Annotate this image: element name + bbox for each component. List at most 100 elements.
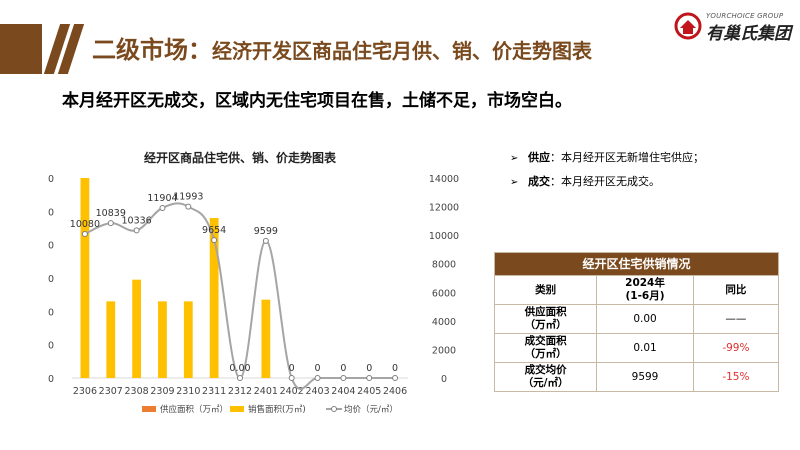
avg-price-data-label: 0 — [289, 363, 295, 374]
x-axis-tick-label: 2310 — [176, 386, 200, 397]
legend-label: 销售面积(万㎡) — [248, 404, 306, 415]
avg-price-data-label: 10336 — [121, 215, 151, 226]
x-axis-tick-label: 2307 — [99, 386, 123, 397]
avg-price-point — [211, 237, 218, 244]
legend-swatch — [142, 406, 156, 412]
sales-area-bar — [106, 301, 116, 378]
sales-area-bar — [80, 178, 90, 378]
avg-price-point — [237, 375, 243, 381]
avg-price-data-label: 11904 — [147, 193, 177, 204]
avg-price-data-label: 11993 — [173, 192, 203, 203]
avg-price-point — [366, 375, 373, 381]
right-axis-tick-label: 10000 — [429, 231, 459, 242]
table-caption: 经开区住宅供销情况 — [494, 252, 779, 276]
right-axis-tick-label: 8000 — [432, 260, 456, 271]
row-label-unit: （元/㎡） — [522, 377, 569, 389]
avg-price-data-label: 0 — [340, 363, 346, 374]
chart-title: 经开区商品住宅供、销、价走势图表 — [144, 150, 337, 165]
row-label-main: 成交面积 — [524, 335, 567, 347]
avg-price-point — [107, 220, 114, 227]
sales-area-bar — [132, 279, 142, 378]
table-row-yoy: -15% — [692, 362, 780, 392]
x-axis-tick-label: 2306 — [73, 386, 97, 397]
right-axis-tick-label: 0 — [441, 374, 447, 385]
right-axis-tick-label: 14000 — [429, 174, 459, 185]
logo-mark-icon — [674, 12, 702, 40]
table-row-value: 0.00 — [596, 304, 694, 334]
table-header-row: 类别 2024年 (1-6月) 同比 — [493, 275, 780, 305]
bullet-list: ➢ 供应：本月经开区无新增住宅供应； ➢ 成交：本月经开区无成交。 — [510, 146, 704, 194]
avg-price-data-label: 10839 — [96, 208, 126, 219]
bullet-sales: ➢ 成交：本月经开区无成交。 — [510, 170, 704, 194]
x-axis-tick-label: 2311 — [202, 386, 226, 397]
table-header-category: 类别 — [493, 275, 598, 305]
bullet-supply: ➢ 供应：本月经开区无新增住宅供应； — [510, 146, 704, 170]
avg-price-point — [340, 375, 347, 381]
x-axis-tick-label: 2312 — [228, 386, 252, 397]
x-axis-tick-label: 2405 — [357, 386, 381, 397]
legend-swatch-marker — [331, 406, 337, 412]
avg-price-point — [185, 203, 192, 210]
avg-price-point — [288, 375, 295, 381]
table-header-yoy: 同比 — [692, 275, 780, 305]
headline-summary: 本月经开区无成交，区域内无住宅项目在售，土储不足，市场空白。 — [62, 91, 572, 111]
bullet-supply-key: 供应 — [528, 151, 550, 164]
bullet-sales-text: 本月经开区无成交。 — [561, 175, 660, 188]
avg-price-data-label: 0 — [392, 363, 398, 374]
avg-price-data-label: 0 — [366, 363, 372, 374]
left-axis-tick-label: 0 — [48, 374, 54, 385]
table-header-year: 2024年 — [625, 277, 665, 289]
left-axis-tick-label: 0 — [48, 341, 54, 352]
x-axis-tick-label: 2403 — [305, 386, 329, 397]
bullet-supply-text: 本月经开区无新增住宅供应； — [561, 151, 704, 164]
right-axis-tick-label: 2000 — [432, 345, 456, 356]
bullet-sep: ： — [550, 175, 561, 188]
table-row: 成交面积 （万㎡） 0.01 -99% — [493, 333, 780, 363]
avg-price-data-label: 0.00 — [229, 363, 250, 374]
supply-sales-table: 经开区住宅供销情况 类别 2024年 (1-6月) 同比 供应面积 （万㎡） 0.0… — [493, 252, 780, 392]
row-label-unit: （万㎡） — [524, 348, 567, 360]
row-label-main: 成交均价 — [524, 364, 567, 376]
left-axis-tick-label: 0 — [48, 241, 54, 252]
table-row: 供应面积 （万㎡） 0.00 —— — [493, 304, 780, 334]
x-axis-tick-label: 2308 — [125, 386, 149, 397]
left-axis-tick-label: 0 — [48, 207, 54, 218]
bullet-arrow-icon: ➢ — [510, 153, 519, 164]
page-title: 二级市场：经济开发区商品住宅月供、销、价走势图表 — [92, 30, 592, 65]
table-row-label: 供应面积 （万㎡） — [493, 304, 598, 334]
x-axis-tick-label: 2404 — [331, 386, 355, 397]
table-row-label: 成交均价 （元/㎡） — [493, 362, 598, 392]
right-axis-tick-label: 6000 — [432, 288, 456, 299]
page-title-sub: 经济开发区商品住宅月供、销、价走势图表 — [212, 39, 592, 63]
sales-area-bar — [158, 301, 167, 378]
avg-price-data-label: 9654 — [202, 225, 226, 236]
row-label-unit: （万㎡） — [524, 319, 567, 331]
table-row-yoy: —— — [692, 304, 780, 334]
x-axis-tick-label: 2402 — [280, 386, 304, 397]
avg-price-data-label: 10080 — [70, 219, 100, 230]
table-row-label: 成交面积 （万㎡） — [493, 333, 598, 363]
sales-area-bar — [261, 299, 271, 378]
table-row-yoy: -99% — [692, 333, 780, 363]
right-axis-tick-label: 4000 — [432, 317, 456, 328]
avg-price-data-label: 0 — [315, 363, 321, 374]
avg-price-line — [84, 202, 396, 390]
avg-price-point — [314, 375, 321, 381]
avg-price-point — [133, 227, 140, 234]
avg-price-point — [262, 237, 269, 244]
x-axis-tick-label: 2401 — [254, 386, 278, 397]
left-axis-tick-label: 0 — [48, 174, 54, 185]
supply-sales-price-chart: 经开区商品住宅供、销、价走势图表 0 0 0 0 0 0 0 0 2000 4000 6000 8000… — [48, 150, 459, 415]
avg-price-data-label: 9599 — [254, 226, 278, 237]
avg-price-point — [81, 231, 88, 237]
bullet-sales-key: 成交 — [528, 175, 550, 188]
table-header-period: 2024年 (1-6月) — [596, 275, 694, 305]
sales-area-bar — [209, 218, 219, 378]
row-label-main: 供应面积 — [524, 306, 567, 318]
company-logo: YOURCHOICE GROUP 有巢氏集团 — [672, 10, 792, 44]
legend-swatch — [230, 406, 244, 412]
header-accent-bar — [0, 24, 42, 74]
left-axis-tick-label: 0 — [48, 307, 54, 318]
logo-chinese-text: 有巢氏集团 — [706, 24, 791, 44]
x-axis-tick-label: 2406 — [383, 386, 407, 397]
